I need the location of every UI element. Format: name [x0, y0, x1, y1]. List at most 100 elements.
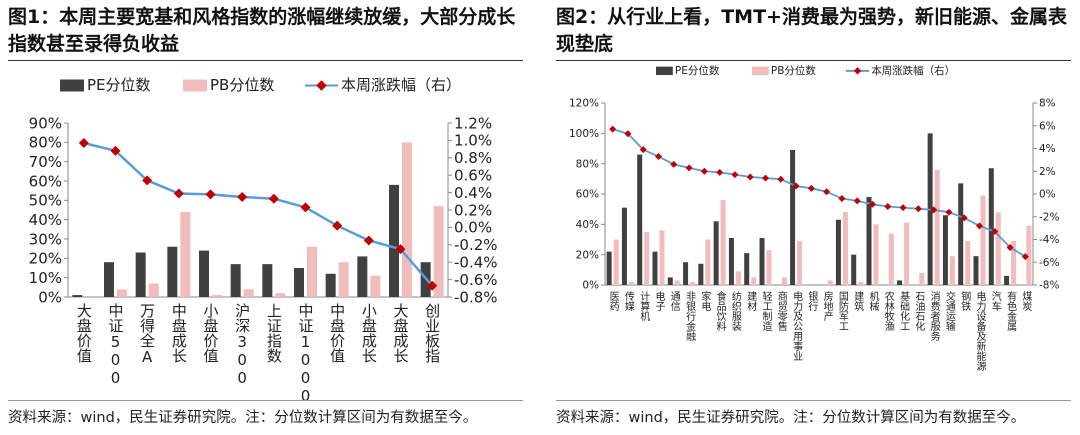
y-tick-label: 50% — [29, 192, 62, 210]
title-divider — [8, 60, 523, 61]
legend-marker — [316, 80, 327, 91]
x-tick-label: 电力及公用事业 — [791, 290, 803, 361]
bar-pe — [958, 183, 964, 285]
y2-tick-label: 0.0% — [454, 219, 492, 237]
x-tick-label: 中证500 — [107, 303, 125, 387]
bar-pb — [212, 295, 222, 297]
y2-tick-label: 4% — [1039, 143, 1056, 155]
legend-swatch — [60, 79, 84, 92]
x-tick-label: 商贸零售 — [775, 290, 787, 332]
weekly-change-point — [609, 125, 617, 133]
bar-pb — [338, 262, 349, 297]
weekly-change-point — [746, 173, 754, 181]
weekly-change-point — [838, 195, 846, 203]
chart-figure-1: 0%10%20%30%40%50%60%70%80%90%-0.8%-0.6%-… — [29, 76, 498, 405]
weekly-change-line — [612, 128, 1026, 258]
weekly-change-line — [83, 141, 434, 287]
bar-pe — [897, 280, 903, 285]
y-tick-label: 80% — [29, 134, 62, 152]
weekly-change-point — [869, 200, 876, 208]
x-tick-label: 电力设备及新能源 — [974, 290, 986, 372]
y2-tick-label: 1.2% — [454, 114, 492, 132]
x-tick-label: 石油石化 — [913, 291, 925, 331]
weekly-change-point — [762, 174, 769, 182]
y2-tick-label: -0.4% — [454, 253, 498, 271]
y-tick-label: 20% — [576, 249, 599, 261]
legend-label: 本周涨跌幅（右） — [341, 76, 461, 94]
x-tick-label: 非银行金融 — [684, 291, 696, 342]
y-tick-label: 120% — [569, 98, 599, 110]
weekly-change-point — [731, 171, 739, 179]
chart-footnote: 资料来源：wind，民生证券研究院。注：分位数计算区间为有数据至今。 — [8, 410, 478, 426]
weekly-change-point — [205, 189, 216, 200]
chart-figure-2: 0% 20% 40% 60% 80% 100% 120% -8% -6% -4% -2% 0% 2% 4%… — [569, 64, 1060, 372]
weekly-change-point — [655, 152, 662, 160]
x-tick-label: 基础化工 — [898, 290, 910, 331]
legend-label: PB分位数 — [771, 64, 817, 77]
bar-pb — [949, 256, 955, 285]
y-tick-label: 0% — [582, 280, 599, 292]
bar-pe — [790, 150, 796, 285]
weekly-change-point — [899, 204, 907, 212]
bar-pb — [995, 212, 1001, 285]
x-tick-label: 万得全A — [138, 303, 156, 366]
bar-pb — [117, 289, 127, 297]
y2-tick-label: -6% — [1039, 257, 1059, 269]
bar-pe — [621, 207, 627, 285]
bar-pb — [858, 281, 864, 285]
weekly-change-point — [624, 130, 632, 138]
x-tick-label: 医药 — [607, 291, 619, 312]
bar-pb — [243, 289, 254, 297]
x-tick-label: 纺织服装 — [729, 290, 741, 332]
bar-pb — [690, 281, 696, 285]
bar-pb — [433, 206, 444, 297]
bar-pe — [942, 215, 948, 285]
bar-pb — [370, 275, 381, 297]
weekly-change-point — [884, 203, 892, 211]
weekly-change-point — [237, 191, 248, 202]
weekly-change-point — [853, 197, 861, 205]
footnote-divider — [8, 400, 523, 401]
weekly-change-point — [991, 228, 999, 236]
bar-pe — [294, 268, 304, 297]
bar-pb — [180, 211, 191, 297]
bar-pb — [674, 280, 680, 285]
x-tick-label: 大盘成长 — [392, 303, 410, 363]
bar-pe — [835, 219, 841, 285]
y-tick-label: 30% — [29, 230, 62, 248]
bar-pb — [965, 241, 971, 285]
y2-tick-label: 1.0% — [454, 132, 492, 150]
weekly-change-point — [930, 206, 938, 214]
y-tick-label: 40% — [576, 219, 599, 231]
weekly-change-point — [807, 184, 815, 192]
y2-tick-label: -2% — [1039, 211, 1059, 223]
bar-pe — [135, 252, 146, 297]
x-tick-label: 中盘成长 — [170, 303, 188, 363]
bar-pe — [683, 262, 689, 285]
legend-label: 本周涨跌幅（右） — [871, 64, 955, 77]
weekly-change-point — [78, 138, 89, 149]
x-tick-label: 汽车 — [989, 290, 1001, 312]
y-tick-label: 0% — [38, 288, 62, 306]
x-tick-label: 钢铁 — [959, 290, 971, 312]
bar-pe — [606, 251, 612, 285]
x-tick-label: 中盘价值 — [328, 303, 346, 363]
bar-pe — [72, 295, 83, 297]
bar-pb — [934, 169, 940, 285]
weekly-change-point — [976, 222, 983, 230]
bar-pb — [873, 224, 879, 285]
y-tick-label: 80% — [576, 158, 599, 170]
title-divider — [556, 60, 1071, 61]
y2-tick-label: 0.2% — [454, 201, 492, 219]
weekly-change-point — [685, 164, 693, 172]
x-tick-label: 小盘成长 — [360, 303, 378, 363]
weekly-change-point — [268, 193, 279, 204]
x-tick-label: 房地产 — [821, 290, 833, 322]
bar-pe — [713, 221, 719, 285]
weekly-change-point — [300, 202, 311, 213]
weekly-change-point — [716, 168, 724, 176]
x-tick-label: 电子 — [653, 290, 665, 311]
y2-tick-label: 0.8% — [454, 149, 492, 167]
weekly-change-point — [110, 145, 121, 156]
x-tick-label: 通信 — [668, 291, 680, 312]
